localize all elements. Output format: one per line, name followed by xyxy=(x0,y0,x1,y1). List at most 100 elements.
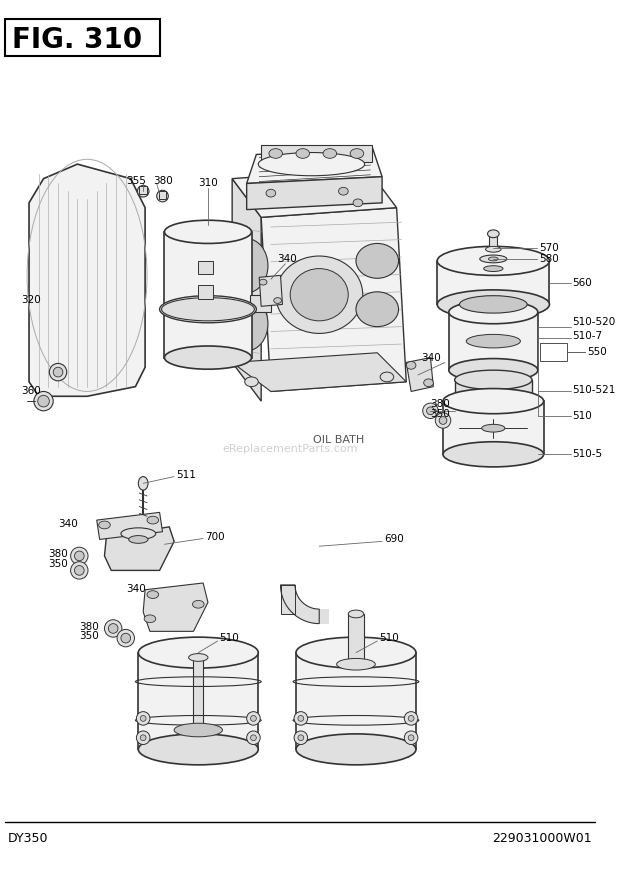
Bar xyxy=(250,295,271,312)
Text: 340: 340 xyxy=(278,254,298,264)
Bar xyxy=(138,653,259,749)
Text: 550: 550 xyxy=(587,347,607,357)
Bar xyxy=(454,380,532,401)
Ellipse shape xyxy=(408,715,414,721)
Polygon shape xyxy=(261,208,406,391)
Ellipse shape xyxy=(296,637,416,668)
Ellipse shape xyxy=(356,292,399,327)
Text: 380: 380 xyxy=(430,399,450,409)
Ellipse shape xyxy=(427,407,435,415)
Ellipse shape xyxy=(226,239,268,293)
Ellipse shape xyxy=(164,346,252,369)
Ellipse shape xyxy=(449,301,538,324)
Text: 570: 570 xyxy=(539,243,559,253)
Ellipse shape xyxy=(356,243,399,278)
Ellipse shape xyxy=(108,624,118,634)
Ellipse shape xyxy=(164,220,252,243)
Ellipse shape xyxy=(147,516,159,524)
Polygon shape xyxy=(143,583,208,632)
Text: OIL BATH: OIL BATH xyxy=(313,434,364,445)
Bar xyxy=(261,145,373,163)
Ellipse shape xyxy=(259,153,365,176)
Ellipse shape xyxy=(259,279,267,285)
Ellipse shape xyxy=(480,255,507,262)
Ellipse shape xyxy=(138,637,259,668)
Text: 355: 355 xyxy=(126,176,146,186)
Ellipse shape xyxy=(247,731,260,745)
Text: 360: 360 xyxy=(21,387,41,396)
Bar xyxy=(5,19,159,56)
Ellipse shape xyxy=(50,363,67,381)
Ellipse shape xyxy=(121,634,131,643)
Ellipse shape xyxy=(296,734,416,765)
Text: 510: 510 xyxy=(219,634,239,643)
Ellipse shape xyxy=(74,551,84,561)
Text: 380: 380 xyxy=(79,621,99,632)
Ellipse shape xyxy=(437,290,549,319)
Text: 310: 310 xyxy=(198,178,218,189)
Ellipse shape xyxy=(247,712,260,725)
Text: FIG. 310: FIG. 310 xyxy=(12,26,142,55)
Ellipse shape xyxy=(138,734,259,765)
Ellipse shape xyxy=(449,359,538,381)
Polygon shape xyxy=(247,148,382,183)
Polygon shape xyxy=(29,164,145,396)
Text: 510: 510 xyxy=(573,411,592,421)
Ellipse shape xyxy=(339,188,348,195)
Bar xyxy=(489,234,497,251)
Ellipse shape xyxy=(296,149,309,158)
Ellipse shape xyxy=(140,735,146,740)
Ellipse shape xyxy=(290,269,348,321)
Ellipse shape xyxy=(294,712,308,725)
Ellipse shape xyxy=(489,257,498,261)
Bar xyxy=(449,312,538,370)
Ellipse shape xyxy=(144,615,156,623)
Bar xyxy=(348,614,364,660)
Text: 380: 380 xyxy=(153,176,172,186)
Ellipse shape xyxy=(406,362,416,369)
Ellipse shape xyxy=(245,377,259,387)
Bar xyxy=(159,191,166,199)
Ellipse shape xyxy=(454,370,532,389)
Text: 510-5: 510-5 xyxy=(573,449,603,460)
Text: 700: 700 xyxy=(205,532,224,541)
Polygon shape xyxy=(97,513,162,540)
Ellipse shape xyxy=(298,715,304,721)
Bar xyxy=(314,609,329,624)
Ellipse shape xyxy=(437,246,549,275)
Text: 229031000W01: 229031000W01 xyxy=(492,832,592,845)
Ellipse shape xyxy=(266,189,276,197)
Bar xyxy=(198,261,213,275)
Ellipse shape xyxy=(350,149,364,158)
Ellipse shape xyxy=(250,735,256,740)
Ellipse shape xyxy=(38,395,50,407)
Bar xyxy=(193,658,203,730)
Text: 511: 511 xyxy=(176,469,196,480)
Ellipse shape xyxy=(443,441,544,467)
Text: 340: 340 xyxy=(126,584,146,594)
Text: 510: 510 xyxy=(379,634,399,643)
Ellipse shape xyxy=(484,266,503,271)
Ellipse shape xyxy=(71,547,88,565)
Ellipse shape xyxy=(423,403,438,419)
Ellipse shape xyxy=(482,424,505,432)
Ellipse shape xyxy=(348,610,364,618)
Ellipse shape xyxy=(404,731,418,745)
Ellipse shape xyxy=(487,230,499,237)
Ellipse shape xyxy=(159,295,256,322)
Ellipse shape xyxy=(423,379,433,387)
Ellipse shape xyxy=(294,731,308,745)
Ellipse shape xyxy=(408,735,414,740)
Polygon shape xyxy=(232,179,261,401)
Bar xyxy=(437,261,549,304)
Ellipse shape xyxy=(157,190,168,202)
Ellipse shape xyxy=(274,297,281,303)
Ellipse shape xyxy=(53,368,63,377)
Polygon shape xyxy=(247,176,382,209)
Text: 340: 340 xyxy=(58,519,78,529)
Ellipse shape xyxy=(34,391,53,411)
Bar xyxy=(443,401,544,454)
Polygon shape xyxy=(232,353,406,391)
Ellipse shape xyxy=(298,735,304,740)
Text: 560: 560 xyxy=(573,278,592,289)
